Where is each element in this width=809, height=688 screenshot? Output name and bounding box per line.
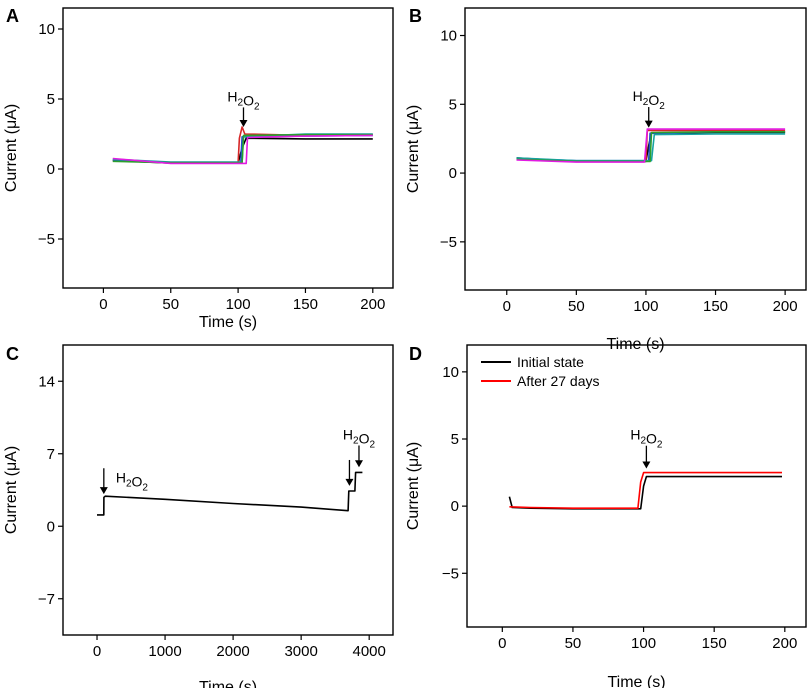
panel-a-label: A bbox=[6, 6, 19, 26]
panel-d-legend: Initial state After 27 days bbox=[481, 354, 600, 389]
panel-d-after-27-days-line bbox=[509, 471, 782, 510]
panel-a-trace-6-line bbox=[112, 134, 373, 165]
panel-d-y-tick-label: 0 bbox=[451, 498, 459, 515]
panel-c-y-axis-title: Current (μA) bbox=[3, 446, 20, 534]
panel-b-x-tick-label: 150 bbox=[703, 298, 728, 315]
panel-b-y-tick-label: −5 bbox=[440, 234, 457, 251]
panel-d-x-tick-label: 100 bbox=[631, 635, 656, 652]
panel-b-x-tick-label: 50 bbox=[568, 298, 585, 315]
panel-a-x-axis-title: Time (s) bbox=[199, 314, 257, 331]
panel-c-x-tick-label: 1000 bbox=[148, 643, 181, 660]
panel-b-x-tick-label: 0 bbox=[503, 298, 511, 315]
panel-a-y-tick-label: 10 bbox=[38, 21, 55, 38]
panel-d-x-tick-label: 50 bbox=[565, 635, 582, 652]
panel-d-x-tick-label: 200 bbox=[772, 635, 797, 652]
panel-c-label: C bbox=[6, 344, 19, 364]
panel-c-x-tick-label: 0 bbox=[93, 643, 101, 660]
legend-label-initial-state: Initial state bbox=[517, 354, 584, 370]
panel-c-arrow-head bbox=[345, 478, 354, 486]
panel-b-x-tick-label: 200 bbox=[773, 298, 798, 315]
legend-label-after-27-days: After 27 days bbox=[517, 373, 600, 389]
panel-b-y-tick-label: 5 bbox=[449, 96, 457, 113]
panel-d-x-axis-title: Time (s) bbox=[607, 674, 665, 688]
panel-a-y-tick-label: 5 bbox=[47, 91, 55, 108]
panel-a-annotations: H2O2 bbox=[227, 88, 260, 127]
panel-d-x-tick-label: 150 bbox=[702, 635, 727, 652]
panel-d-label: D bbox=[409, 344, 422, 364]
panel-c-y-tick-label: 0 bbox=[47, 518, 55, 535]
panel-b-x-tick-label: 100 bbox=[633, 298, 658, 315]
panel-b-series bbox=[516, 128, 786, 163]
panel-a-frame bbox=[62, 7, 394, 289]
panel-a-series bbox=[112, 126, 373, 165]
panel-b-trace-6-line bbox=[516, 128, 786, 163]
panel-c-annotations: H2O2 H2O2 bbox=[99, 426, 376, 495]
panel-c-y-tick-label: 14 bbox=[38, 373, 55, 390]
panel-b-h2o2-label: H2O2 bbox=[633, 88, 666, 112]
panel-a-h2o2-label: H2O2 bbox=[227, 88, 260, 112]
panel-c-h2o2-label: H2O2 bbox=[343, 426, 376, 450]
panel-c-x-axis-title: Time (s) bbox=[199, 679, 257, 688]
panel-b-arrow-head bbox=[644, 120, 653, 128]
panel-d-arrow-head bbox=[642, 461, 651, 469]
panel-d-frame bbox=[466, 344, 807, 628]
panel-d-y-axis-title: Current (μA) bbox=[405, 442, 422, 530]
panel-c-y-tick-label: 7 bbox=[47, 446, 55, 463]
panel-c-arrow-head bbox=[99, 487, 108, 495]
panel-a-x-tick-label: 0 bbox=[99, 296, 107, 313]
panel-c-y-tick-label: −7 bbox=[38, 591, 55, 608]
panel-d-y-tick-label: 5 bbox=[451, 431, 459, 448]
panel-c-x-tick-label: 2000 bbox=[216, 643, 249, 660]
panel-c-frame bbox=[62, 344, 394, 636]
panel-b-label: B bbox=[409, 6, 422, 26]
panel-a-x-tick-label: 150 bbox=[293, 296, 318, 313]
panel-c: C 0 1000 2000 3000 4000 14 7 0 −7 H2O2 H2O2 Time … bbox=[3, 344, 394, 688]
panel-d-initial-state-line bbox=[508, 475, 782, 510]
panel-c-series bbox=[97, 471, 363, 516]
panel-d-y-tick-label: −5 bbox=[442, 565, 459, 582]
panel-d-series bbox=[508, 471, 782, 510]
panel-a-y-tick-label: 0 bbox=[47, 161, 55, 178]
panel-d-annotations: H2O2 bbox=[630, 427, 663, 469]
panel-b-trace-4-line bbox=[516, 133, 786, 162]
panel-d-x-tick-label: 0 bbox=[498, 635, 506, 652]
panel-a-y-axis-title: Current (μA) bbox=[3, 104, 20, 192]
panel-c-h2o2-label: H2O2 bbox=[116, 469, 149, 493]
panel-d-y-tick-label: 10 bbox=[442, 364, 459, 381]
panel-a-y-tick-label: −5 bbox=[38, 231, 55, 248]
panel-c-axes: 0 1000 2000 3000 4000 14 7 0 −7 bbox=[38, 344, 394, 660]
panel-b-trace-5-line bbox=[516, 131, 786, 163]
panel-d-h2o2-label: H2O2 bbox=[630, 427, 663, 451]
panel-a-x-tick-label: 50 bbox=[162, 296, 179, 313]
panel-b-y-tick-label: 0 bbox=[449, 165, 457, 182]
panel-c-arrow-head bbox=[354, 460, 363, 468]
panel-b-y-tick-label: 10 bbox=[440, 28, 457, 45]
panel-c-x-tick-label: 3000 bbox=[284, 643, 317, 660]
panel-c-x-tick-label: 4000 bbox=[352, 643, 385, 660]
panel-a-arrow-head bbox=[239, 120, 248, 127]
panel-a-x-tick-label: 200 bbox=[360, 296, 385, 313]
panel-c-trace-1-line bbox=[97, 471, 363, 516]
panel-b-frame bbox=[464, 7, 807, 291]
panel-b-annotations: H2O2 bbox=[633, 88, 666, 128]
panel-b-y-axis-title: Current (μA) bbox=[405, 105, 422, 193]
panel-a-x-tick-label: 100 bbox=[226, 296, 251, 313]
